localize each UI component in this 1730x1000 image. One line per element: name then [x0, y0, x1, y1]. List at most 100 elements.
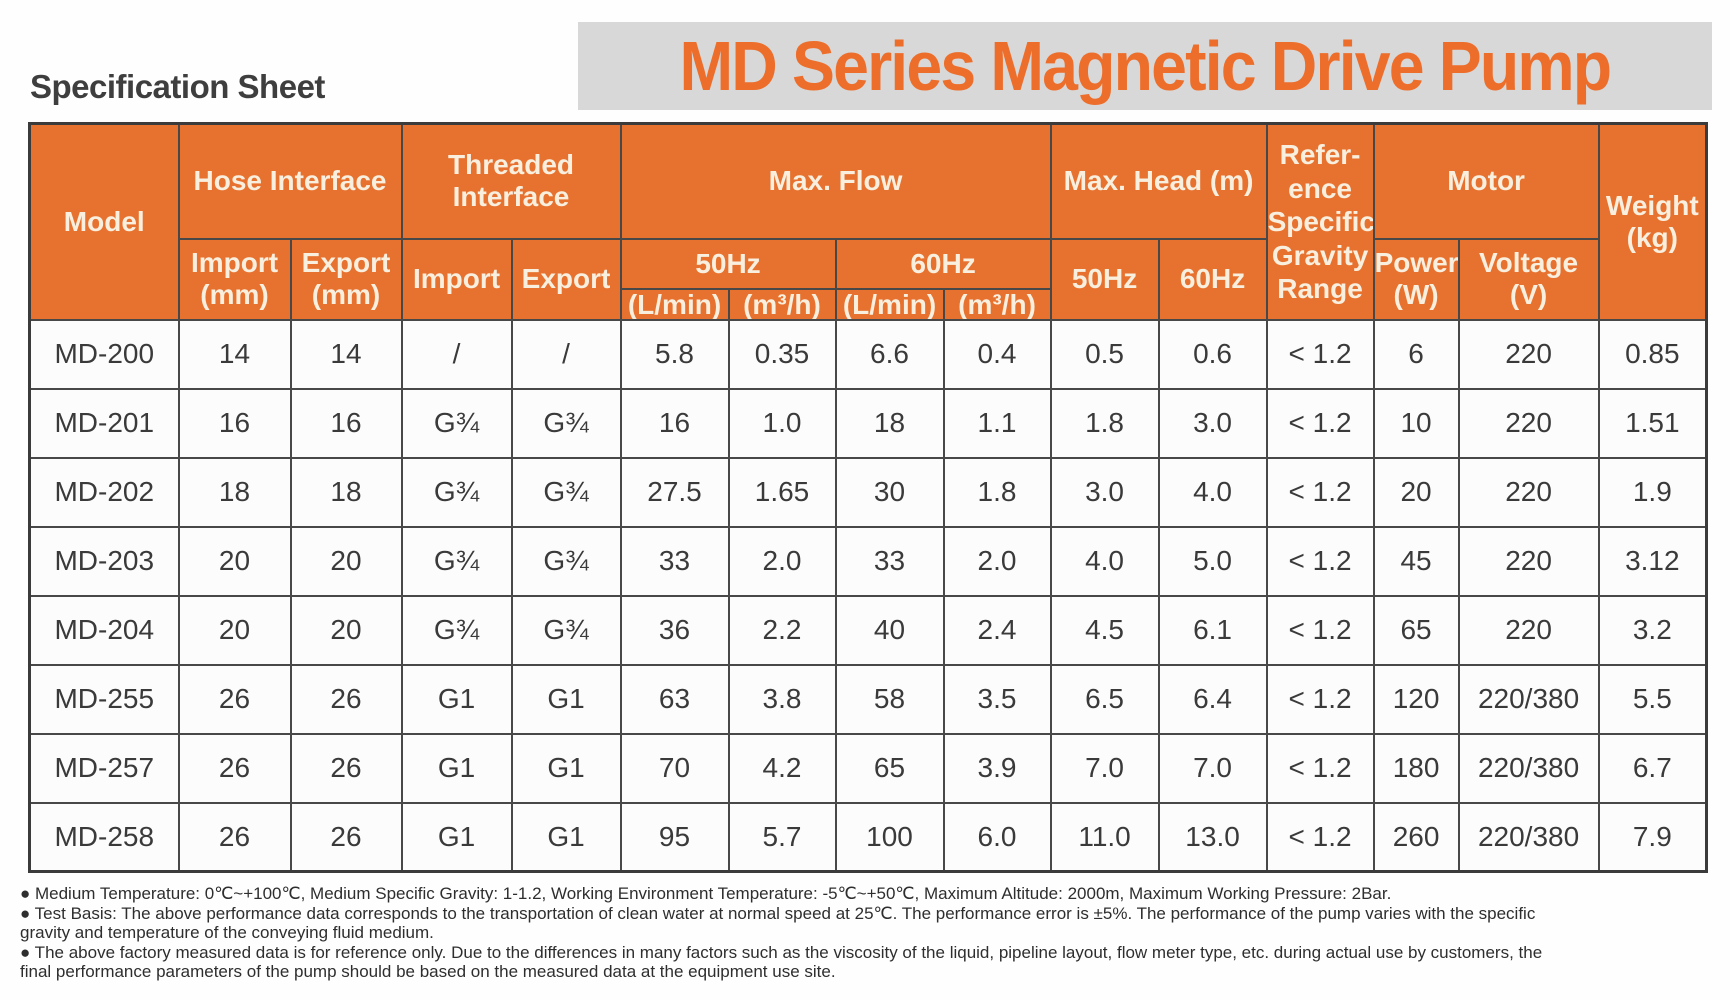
cell-flow60-m3h: 3.5 [942, 663, 1052, 735]
cell-flow60-lmin: 58 [834, 663, 945, 735]
cell-hose-import: 26 [177, 663, 292, 735]
footnote-line: final performance parameters of the pump… [20, 962, 836, 981]
cell-voltage: 220 [1457, 525, 1600, 597]
cell-thread-import: G¾ [400, 594, 513, 666]
cell-thread-export: / [510, 318, 622, 390]
cell-weight: 7.9 [1597, 801, 1708, 873]
cell-head60: 6.1 [1157, 594, 1268, 666]
cell-sg-range: < 1.2 [1265, 801, 1375, 873]
col-header-flow50-lmin: (L/min) [619, 287, 730, 321]
cell-flow50-lmin: 63 [619, 663, 730, 735]
col-header-thread-import: Import [400, 237, 513, 321]
cell-hose-export: 16 [289, 387, 403, 459]
col-header-weight: Weight (kg) [1597, 122, 1708, 321]
table-row: MD-204 20 20 G¾ G¾ 36 2.2 40 2.4 4.5 6.1… [28, 594, 1708, 666]
footnote-line: gravity and temperature of the conveying… [20, 923, 434, 942]
cell-voltage: 220 [1457, 594, 1600, 666]
cell-flow60-lmin: 30 [834, 456, 945, 528]
col-header-hose-import: Import (mm) [177, 237, 292, 321]
col-header-thread-export: Export [510, 237, 622, 321]
cell-head50: 0.5 [1049, 318, 1160, 390]
header-row-top: Model Hose Interface Threaded Interface … [28, 122, 1708, 321]
cell-flow60-lmin: 33 [834, 525, 945, 597]
cell-flow50-lmin: 16 [619, 387, 730, 459]
cell-weight: 3.12 [1597, 525, 1708, 597]
cell-flow50-m3h: 4.2 [727, 732, 837, 804]
cell-flow50-m3h: 2.2 [727, 594, 837, 666]
col-header-flow-50hz: 50Hz [619, 237, 837, 290]
page-subtitle: Specification Sheet [30, 68, 325, 105]
cell-thread-import: G¾ [400, 387, 513, 459]
cell-voltage: 220 [1457, 387, 1600, 459]
col-header-power: Power (W) [1372, 237, 1460, 321]
cell-flow50-m3h: 1.65 [727, 456, 837, 528]
footnotes: ● Medium Temperature: 0℃~+100℃, Medium S… [20, 884, 1542, 982]
cell-flow60-m3h: 1.8 [942, 456, 1052, 528]
cell-hose-import: 26 [177, 801, 292, 873]
cell-sg-range: < 1.2 [1265, 663, 1375, 735]
cell-model: MD-201 [28, 387, 180, 459]
cell-sg-range: < 1.2 [1265, 732, 1375, 804]
cell-power: 260 [1372, 801, 1460, 873]
header-row-units: (L/min) (m³/h) (L/min) (m³/h) [30, 287, 1707, 321]
cell-flow60-m3h: 1.1 [942, 387, 1052, 459]
cell-head50: 11.0 [1049, 801, 1160, 873]
cell-hose-import: 14 [177, 318, 292, 390]
cell-head50: 1.8 [1049, 387, 1160, 459]
cell-head60: 0.6 [1157, 318, 1268, 390]
cell-head60: 4.0 [1157, 456, 1268, 528]
footnote-line: ● The above factory measured data is for… [20, 942, 1543, 962]
header-row-middle: Import (mm) Export (mm) Import Export 50… [30, 237, 1707, 321]
cell-hose-export: 18 [289, 456, 403, 528]
cell-head60: 3.0 [1157, 387, 1268, 459]
cell-thread-export: G1 [510, 801, 622, 873]
cell-head60: 13.0 [1157, 801, 1268, 873]
cell-flow50-lmin: 36 [619, 594, 730, 666]
cell-hose-import: 20 [177, 525, 292, 597]
cell-power: 45 [1372, 525, 1460, 597]
footnote-line: ● Test Basis: The above performance data… [20, 903, 1536, 923]
cell-sg-range: < 1.2 [1265, 456, 1375, 528]
spec-table: Model Hose Interface Threaded Interface … [28, 122, 1709, 874]
cell-model: MD-200 [28, 318, 180, 390]
cell-flow50-lmin: 27.5 [619, 456, 730, 528]
cell-sg-range: < 1.2 [1265, 525, 1375, 597]
cell-thread-export: G¾ [510, 456, 622, 528]
cell-flow60-m3h: 0.4 [942, 318, 1052, 390]
cell-model: MD-258 [28, 801, 180, 873]
cell-model: MD-257 [28, 732, 180, 804]
cell-hose-import: 26 [177, 732, 292, 804]
cell-voltage: 220/380 [1457, 663, 1600, 735]
cell-head50: 4.0 [1049, 525, 1160, 597]
table-row: MD-201 16 16 G¾ G¾ 16 1.0 18 1.1 1.8 3.0… [28, 387, 1708, 459]
table-row: MD-257 26 26 G1 G1 70 4.2 65 3.9 7.0 7.0… [28, 732, 1708, 804]
cell-weight: 3.2 [1597, 594, 1708, 666]
col-header-flow60-lmin: (L/min) [834, 287, 945, 321]
cell-flow60-m3h: 3.9 [942, 732, 1052, 804]
cell-voltage: 220 [1457, 318, 1600, 390]
cell-flow60-lmin: 65 [834, 732, 945, 804]
cell-voltage: 220/380 [1457, 732, 1600, 804]
cell-hose-export: 26 [289, 732, 403, 804]
cell-power: 180 [1372, 732, 1460, 804]
cell-flow50-m3h: 0.35 [727, 318, 837, 390]
table-row: MD-202 18 18 G¾ G¾ 27.5 1.65 30 1.8 3.0 … [28, 456, 1708, 528]
table-row: MD-203 20 20 G¾ G¾ 33 2.0 33 2.0 4.0 5.0… [28, 525, 1708, 597]
cell-voltage: 220/380 [1457, 801, 1600, 873]
cell-thread-import: / [400, 318, 513, 390]
cell-weight: 5.5 [1597, 663, 1708, 735]
cell-power: 6 [1372, 318, 1460, 390]
cell-thread-export: G1 [510, 732, 622, 804]
cell-power: 20 [1372, 456, 1460, 528]
col-header-motor: Motor [1372, 122, 1600, 240]
col-header-max-flow: Max. Flow [619, 122, 1052, 240]
col-header-flow60-m3h: (m³/h) [942, 287, 1052, 321]
cell-power: 10 [1372, 387, 1460, 459]
cell-power: 120 [1372, 663, 1460, 735]
cell-head50: 6.5 [1049, 663, 1160, 735]
cell-flow50-m3h: 2.0 [727, 525, 837, 597]
cell-weight: 1.9 [1597, 456, 1708, 528]
col-header-reference-specific-gravity: Refer- ence Specific Gravity Range [1265, 122, 1375, 321]
cell-sg-range: < 1.2 [1265, 387, 1375, 459]
table-row: MD-258 26 26 G1 G1 95 5.7 100 6.0 11.0 1… [28, 801, 1708, 873]
